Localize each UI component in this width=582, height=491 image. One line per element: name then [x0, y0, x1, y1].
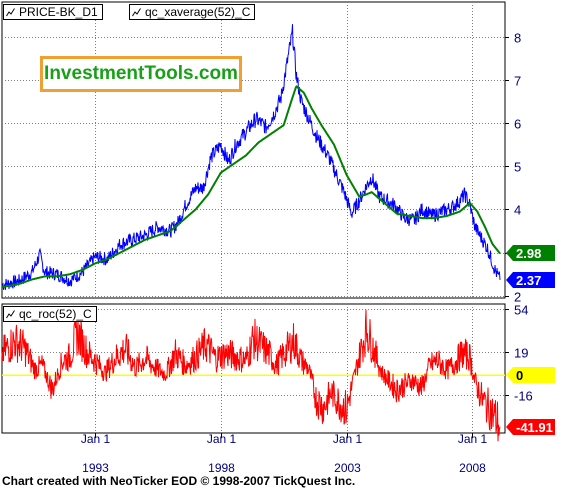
roc-line — [1, 309, 501, 442]
line-chart-icon — [6, 310, 15, 319]
average-value-marker: 2.98 — [506, 245, 555, 261]
price-tick-label: 5 — [514, 160, 521, 175]
price-series-group — [1, 24, 501, 290]
line-chart-icon — [132, 8, 141, 17]
x-tick-year: 2008 — [459, 461, 486, 475]
price-value-marker-shape — [506, 272, 555, 288]
roc-tick-label: 54 — [514, 303, 528, 318]
x-tick-month: Jan 1 — [458, 432, 488, 446]
roc-value-marker-shape — [506, 419, 555, 435]
price-value-marker: 2.37 — [506, 272, 555, 288]
right-axis: 23456785419-162.982.370-41.91 — [505, 31, 555, 435]
zero-value-marker-label: 0 — [516, 368, 523, 383]
price-tick-label: 6 — [514, 117, 521, 132]
x-tick-year: 1998 — [208, 461, 235, 475]
footer-credit: Chart created with NeoTicker EOD © 1998-… — [2, 474, 356, 488]
average-value-marker-shape — [506, 245, 555, 261]
average-line — [1, 85, 501, 289]
price-tick-label: 8 — [514, 31, 521, 46]
roc-value-marker: -41.91 — [506, 419, 555, 435]
roc-legend[interactable]: qc_roc(52)_C — [3, 306, 97, 322]
brand-text: InvestmentTools.com — [44, 63, 238, 84]
zero-value-marker: 0 — [506, 367, 555, 383]
zero-value-marker-shape — [506, 367, 555, 383]
price-panel — [1, 1, 506, 299]
x-tick-month: Jan 1 — [81, 432, 111, 446]
average-value-marker-label: 2.98 — [516, 246, 541, 261]
x-tick-year: 1993 — [82, 461, 109, 475]
price-tick-label: 4 — [514, 203, 521, 218]
roc-value-marker-label: -41.91 — [516, 420, 553, 435]
x-tick-month: Jan 1 — [333, 432, 363, 446]
price-panel-frame — [1, 1, 506, 299]
roc-tick-label: 19 — [514, 346, 528, 361]
line-chart-icon — [6, 8, 15, 17]
roc-panel-frame — [1, 303, 506, 434]
roc-grid — [2, 304, 505, 433]
roc-series-group — [1, 309, 505, 442]
brand-logo[interactable]: InvestmentTools.com — [40, 56, 242, 92]
price-tick-label: 2 — [514, 290, 521, 305]
x-axis: Jan 1 1993 Jan 1 1998 Jan 1 2003 Jan 1 2008 — [81, 432, 488, 475]
price-legend-label: PRICE-BK_D1 — [19, 5, 98, 19]
average-legend[interactable]: qc_xaverage(52)_C — [129, 4, 256, 20]
roc-panel — [1, 303, 506, 442]
price-legend[interactable]: PRICE-BK_D1 — [3, 4, 103, 20]
price-tick-label: 7 — [514, 74, 521, 89]
average-legend-label: qc_xaverage(52)_C — [145, 5, 251, 19]
x-tick-year: 2003 — [334, 461, 361, 475]
x-tick-month: Jan 1 — [207, 432, 237, 446]
price-value-marker-label: 2.37 — [516, 273, 541, 288]
roc-legend-label: qc_roc(52)_C — [19, 307, 92, 321]
roc-tick-label: -16 — [514, 389, 533, 404]
